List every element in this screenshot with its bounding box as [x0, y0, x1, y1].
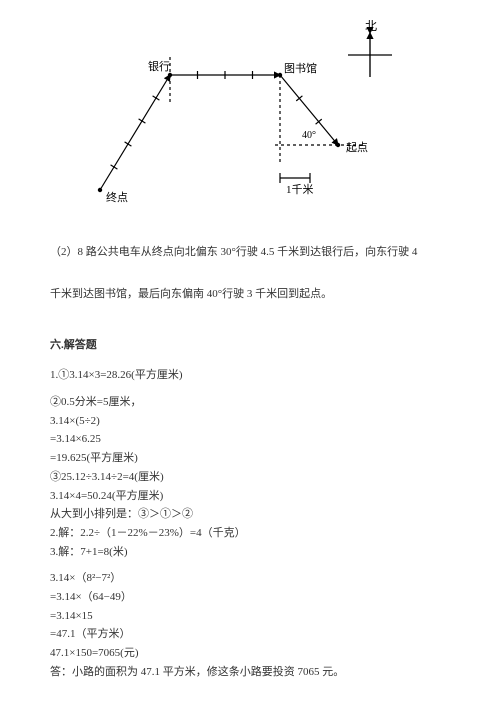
page: 北终点 银行 图书馆起点 40° 1千米 （2）8 路公共电车从终点向北偏东 30°行驶…	[0, 0, 500, 711]
svg-text:40°: 40°	[302, 130, 316, 141]
svg-text:1千米: 1千米	[286, 183, 314, 196]
ans-line: ③25.12÷3.14÷2=4(厘米)	[50, 468, 450, 487]
spacer	[50, 561, 450, 569]
ans-line: 1.①3.14×3=28.26(平方厘米)	[50, 366, 450, 385]
svg-text:终点: 终点	[106, 190, 128, 204]
question-2: （2）8 路公共电车从终点向北偏东 30°行驶 4.5 千米到达银行后，向东行驶…	[50, 240, 450, 264]
solutions: 1.①3.14×3=28.26(平方厘米) ②0.5分米=5厘米， 3.14×(…	[50, 366, 450, 681]
ans-line: 3.14×4=50.24(平方厘米)	[50, 487, 450, 506]
ans-line: 2.解：2.2÷（1－22%－23%）=4（千克）	[50, 524, 450, 543]
svg-text:银行: 银行	[148, 59, 170, 73]
route-svg: 北终点 银行 图书馆起点 40° 1千米	[70, 20, 430, 220]
q2-line2: 千米到达图书馆，最后向东偏南 40°行驶 3 千米回到起点。	[50, 288, 332, 300]
section-6-title: 六.解答题	[50, 336, 450, 352]
ans-line: =3.14×（64−49）	[50, 588, 450, 607]
ans-line: =3.14×15	[50, 607, 450, 626]
ans-line: 3.14×（8²−7²）	[50, 569, 450, 588]
svg-text:起点: 起点	[346, 141, 368, 154]
ans-line: 3.解：7+1=8(米)	[50, 543, 450, 562]
question-2-cont: 千米到达图书馆，最后向东偏南 40°行驶 3 千米回到起点。	[50, 282, 450, 306]
route-diagram: 北终点 银行 图书馆起点 40° 1千米	[70, 20, 430, 220]
ans-line: 3.14×(5÷2)	[50, 412, 450, 431]
svg-text:北: 北	[365, 20, 377, 33]
ans-line: =19.625(平方厘米)	[50, 449, 450, 468]
ans-line: ②0.5分米=5厘米，	[50, 393, 450, 412]
ans-line: =3.14×6.25	[50, 430, 450, 449]
ans-line: 47.1×150=7065(元)	[50, 644, 450, 663]
q2-line1: （2）8 路公共电车从终点向北偏东 30°行驶 4.5 千米到达银行后，向东行驶…	[50, 246, 417, 258]
spacer	[50, 385, 450, 393]
ans-line: 从大到小排列是：③＞①＞②	[50, 505, 450, 524]
ans-line: 答：小路的面积为 47.1 平方米，修这条小路要投资 7065 元。	[50, 663, 450, 682]
ans-line: =47.1（平方米）	[50, 625, 450, 644]
svg-text:图书馆: 图书馆	[284, 61, 317, 75]
